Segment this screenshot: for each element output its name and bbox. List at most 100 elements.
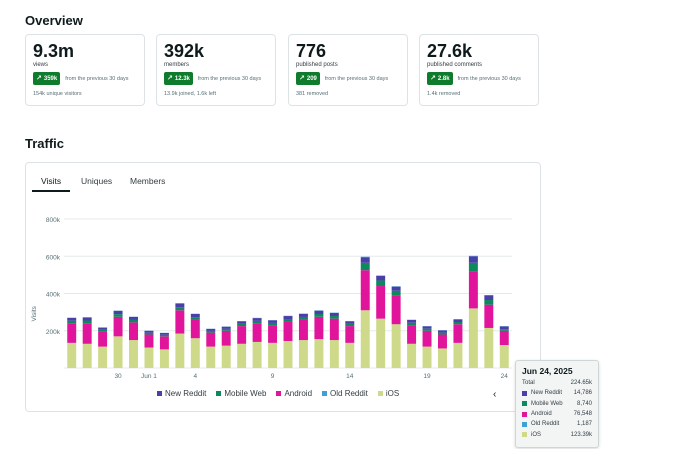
bar-segment-android [376, 286, 386, 319]
traffic-chart: 200k 400k 600k 800k Visits 30 Jun 1 4 9 14 19 24 [31, 217, 512, 380]
bar-segment-new-reddit [268, 320, 278, 323]
bar-segment-new-reddit [376, 275, 386, 281]
stat-label: views [33, 62, 49, 68]
bar-segment-mobile-web [237, 323, 247, 327]
bar-segment-new-reddit [67, 317, 77, 321]
bar-segment-ios [468, 308, 478, 368]
bar-segment-android [283, 321, 293, 341]
stat-label: members [164, 62, 190, 68]
bar-segment-new-reddit [345, 321, 355, 324]
bar-segment-android [345, 326, 355, 343]
bar-segment-new-reddit [252, 318, 262, 321]
chart-legend: New Reddit Mobile Web Android Old Reddit… [157, 389, 399, 398]
x-tick-label: 4 [193, 373, 197, 380]
bar-segment-mobile-web [82, 320, 92, 324]
change-text: from the previous 30 days [65, 75, 129, 82]
bar-segment-new-reddit [175, 303, 185, 308]
tab-uniques[interactable]: Uniques [81, 176, 113, 186]
bar-segment-android [391, 295, 401, 325]
bar-segment-ios [221, 345, 231, 368]
bar-segment-android [206, 332, 216, 347]
legend-item-android[interactable]: Android [276, 389, 312, 398]
legend-item-old-reddit[interactable]: Old Reddit [322, 389, 368, 398]
change-badge: ↗ 209 [296, 72, 320, 85]
bar-segment-new-reddit [159, 332, 169, 335]
bar-segment-mobile-web [113, 314, 123, 317]
x-tick-label: 30 [114, 373, 122, 380]
change-badge: ↗ 359k [33, 72, 61, 85]
bar-segment-ios [98, 346, 108, 368]
stat-label: published comments [427, 62, 483, 68]
bar-segment-new-reddit [438, 330, 447, 333]
bar-segment-new-reddit [129, 316, 138, 320]
bar-segment-mobile-web [484, 300, 494, 305]
bar-segment-android [67, 323, 77, 343]
chevron-left-icon[interactable]: ‹ [493, 389, 497, 400]
bar-segment-ios [298, 340, 308, 368]
legend-item-new-reddit[interactable]: New Reddit [157, 389, 206, 398]
bar-segment-mobile-web [298, 316, 308, 320]
bar-segment-ios [159, 349, 169, 368]
bar-segment-mobile-web [190, 317, 200, 320]
arrow-up-right-icon: ↗ [36, 75, 42, 82]
bar-segment-android [468, 271, 478, 309]
bar-segment-new-reddit [221, 326, 231, 329]
x-tick-label: Jun 1 [141, 373, 157, 380]
y-tick-label: 400k [46, 292, 61, 299]
bar-segment-new-reddit [237, 321, 247, 324]
bar-segment-mobile-web [453, 321, 463, 325]
change-badge: ↗ 12.3k [164, 72, 193, 85]
bar-segment-mobile-web [499, 329, 509, 331]
legend-swatch [216, 391, 222, 396]
bar-segment-mobile-web [283, 319, 293, 322]
x-tick-label: 19 [423, 373, 431, 380]
bar-segment-mobile-web [144, 332, 154, 335]
bar-segment-mobile-web [376, 280, 386, 287]
legend-item-ios[interactable]: iOS [377, 389, 399, 398]
bar-segment-new-reddit [190, 313, 200, 318]
x-tick-label: 24 [501, 373, 509, 380]
stat-sub: 13.9k joined, 1.6k left [164, 91, 216, 97]
bar-segment-new-reddit [484, 295, 494, 301]
y-tick-label: 600k [46, 254, 61, 261]
bar-segment-ios [237, 343, 247, 368]
bar-segment-android [298, 319, 308, 341]
tab-visits[interactable]: Visits [41, 176, 62, 186]
legend-swatch [157, 391, 162, 396]
legend-item-mobile-web[interactable]: Mobile Web [216, 389, 266, 398]
bar-segment-ios [407, 343, 417, 368]
bar-segment-ios [82, 343, 92, 368]
bar-segment-mobile-web [345, 323, 355, 327]
bar-segment-mobile-web [391, 290, 401, 296]
bar-segment-android [329, 318, 339, 341]
change-text: from the previous 30 days [197, 75, 262, 82]
bar-segment-new-reddit [283, 316, 293, 320]
bar-segment-android [314, 316, 324, 340]
stat-sub: 1.4k removed [427, 91, 461, 97]
bar-segment-ios [206, 346, 216, 368]
bar-segment-android [129, 322, 138, 341]
bar-segment-ios [113, 336, 123, 368]
bar-segment-ios [360, 310, 370, 368]
bar-segment-mobile-web [175, 307, 185, 311]
tooltip-swatch [522, 390, 527, 396]
bar-segment-mobile-web [268, 322, 278, 326]
bar-segment-new-reddit [499, 326, 509, 330]
x-tick-label: 14 [346, 373, 354, 380]
bar-segment-ios [283, 340, 293, 368]
bar-segment-android [360, 270, 370, 311]
stat-value: 392k [164, 41, 205, 61]
tooltip-row: Android 76,548 [522, 409, 592, 419]
bar-segment-android [453, 324, 463, 343]
tab-members[interactable]: Members [130, 176, 166, 186]
y-tick-label: 800k [46, 217, 61, 224]
bar-segment-mobile-web [314, 313, 324, 317]
chart-tooltip: Jun 24, 2025 Total 224.65k New Reddit 14,7… [515, 360, 599, 448]
bar-segment-new-reddit [98, 327, 108, 330]
bar-segment-mobile-web [98, 329, 108, 332]
stat-card-posts: 776 published posts ↗ 209 from the previo… [288, 34, 408, 106]
bar-segment-android [407, 325, 417, 344]
bar-segment-android [268, 325, 278, 343]
bar-segment-new-reddit [391, 286, 401, 291]
x-tick-label: 9 [271, 373, 275, 380]
